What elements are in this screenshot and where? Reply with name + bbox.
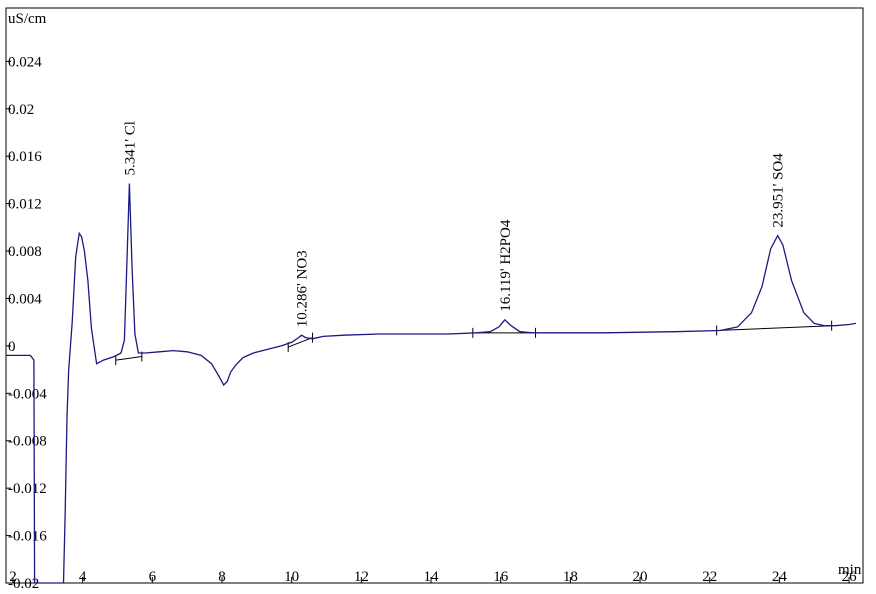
x-tick-label: 12 bbox=[354, 569, 369, 585]
x-tick-label: 18 bbox=[563, 569, 578, 585]
x-tick-label: 22 bbox=[702, 569, 717, 585]
y-tick-label: 0.004 bbox=[8, 291, 42, 307]
y-tick-label: 0.016 bbox=[8, 149, 42, 165]
signal-trace bbox=[6, 183, 857, 584]
plot-frame bbox=[5, 7, 864, 584]
x-tick-label: 6 bbox=[149, 569, 157, 585]
peak-label: 16.119' H2PO4 bbox=[498, 219, 514, 312]
x-tick-label: 24 bbox=[772, 569, 788, 585]
peak-baseline bbox=[288, 337, 313, 348]
x-tick-label: 10 bbox=[284, 569, 299, 585]
y-tick-label: -0.012 bbox=[8, 481, 47, 497]
x-tick-label: 2 bbox=[9, 569, 17, 585]
y-tick-label: 0 bbox=[8, 339, 16, 355]
peak-baselines bbox=[115, 320, 833, 366]
y-axis-unit: uS/cm bbox=[8, 11, 47, 27]
peak-baseline bbox=[716, 325, 832, 331]
y-tick-label: 0.008 bbox=[8, 244, 42, 260]
y-tick-label: -0.02 bbox=[8, 576, 39, 592]
y-tick-label: -0.008 bbox=[8, 434, 47, 450]
y-tick-label: 0.024 bbox=[8, 54, 42, 70]
peak-labels: 5.341' Cl 10.286' NO3 16.119' H2PO4 23.951'… bbox=[122, 121, 786, 327]
y-tick-label: -0.004 bbox=[8, 386, 47, 402]
y-ticks: 0.024 0.02 0.016 0.012 0.008 0.004 0 -0.004 -0.0… bbox=[6, 54, 47, 592]
peak-label: 23.951' SO4 bbox=[771, 153, 787, 228]
peak-baseline bbox=[115, 356, 142, 361]
peak-label: 10.286' NO3 bbox=[295, 250, 311, 327]
y-tick-label: -0.016 bbox=[8, 529, 47, 545]
x-axis-unit: min bbox=[838, 562, 862, 578]
x-tick-label: 20 bbox=[633, 569, 648, 585]
x-ticks: 2 4 6 8 10 12 14 16 18 20 22 24 26 bbox=[9, 569, 857, 585]
peak-label: 5.341' Cl bbox=[122, 121, 138, 175]
x-tick-label: 14 bbox=[424, 569, 440, 585]
x-tick-label: 8 bbox=[218, 569, 226, 585]
y-tick-label: 0.02 bbox=[8, 102, 34, 118]
y-tick-label: 0.012 bbox=[8, 197, 42, 213]
x-tick-label: 16 bbox=[493, 569, 509, 585]
x-tick-label: 4 bbox=[79, 569, 87, 585]
x-tick-label: 26 bbox=[842, 569, 858, 585]
